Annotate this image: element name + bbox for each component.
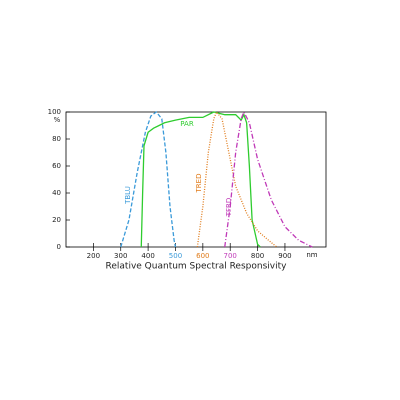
x-tick-label: 900 xyxy=(278,252,291,260)
chart-title: Relative Quantum Spectral Responsivity xyxy=(106,262,288,272)
x-tick-label: 300 xyxy=(114,252,127,260)
y-tick-label: 60 xyxy=(52,162,61,170)
x-tick-label: 500 xyxy=(169,252,182,260)
x-axis-unit: nm xyxy=(306,251,317,259)
y-axis-label: % xyxy=(54,116,61,124)
y-tick-label: 20 xyxy=(52,216,61,224)
y-tick-label: 40 xyxy=(52,189,61,197)
series-label: TRED xyxy=(195,174,203,194)
x-tick-label: 800 xyxy=(251,252,264,260)
series-label: TBLU xyxy=(124,186,132,205)
plot-frame xyxy=(65,111,327,248)
x-tick-label: 700 xyxy=(224,252,237,260)
x-tick-label: 600 xyxy=(196,252,209,260)
series-line xyxy=(120,111,177,248)
y-tick-label: 80 xyxy=(52,135,61,143)
x-tick-label: 200 xyxy=(87,252,100,260)
y-tick-label: 0 xyxy=(57,243,61,251)
series-line xyxy=(140,111,261,248)
series-label: TFRD xyxy=(225,198,233,218)
y-tick-label: 100 xyxy=(48,108,61,116)
x-tick-label: 400 xyxy=(141,252,154,260)
series-label: PAR xyxy=(180,120,194,128)
series-line xyxy=(224,110,313,248)
